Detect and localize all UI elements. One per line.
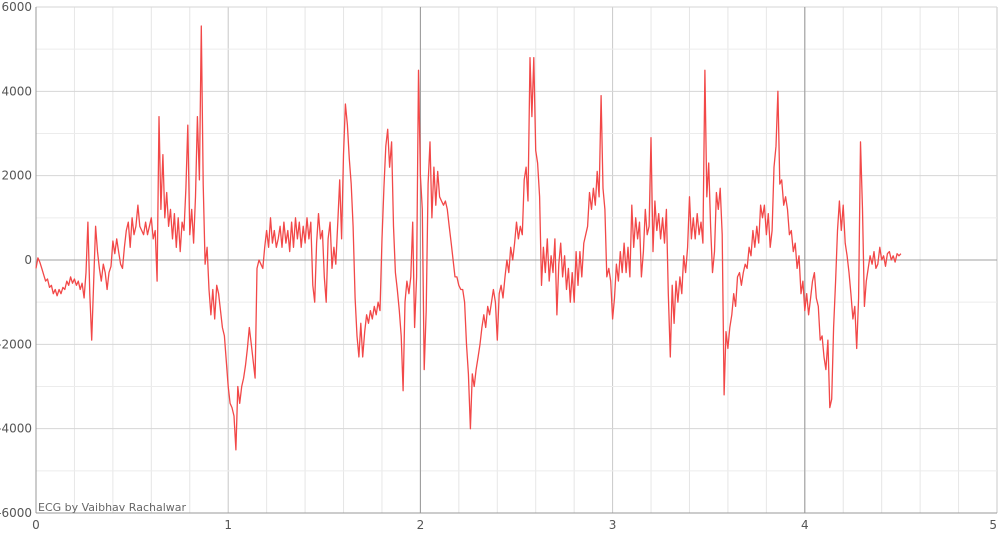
axis-lines	[35, 7, 997, 514]
x-tick-label: 3	[609, 518, 617, 532]
ecg-series-line	[35, 25, 902, 451]
y-tick-label: -6000	[0, 506, 32, 520]
chart-credit-annotation: ECG by Vaibhav Rachalwar	[38, 501, 187, 514]
y-axis-tick-labels: -6000 -4000 -2000 0 2000 4000 6000	[0, 0, 32, 520]
x-tick-label: 0	[32, 518, 40, 532]
x-tick-label: 4	[801, 518, 809, 532]
x-tick-label: 5	[989, 518, 997, 532]
y-tick-label: 6000	[1, 0, 32, 14]
x-tick-label: 1	[224, 518, 232, 532]
y-tick-label: -4000	[0, 422, 32, 436]
ecg-series	[35, 25, 902, 451]
y-tick-label: 4000	[1, 84, 32, 98]
x-axis-tick-labels: 0 1 2 3 4 5	[32, 518, 997, 532]
y-tick-label: -2000	[0, 337, 32, 351]
y-tick-label: 0	[24, 253, 32, 267]
x-tick-label: 2	[417, 518, 425, 532]
y-tick-label: 2000	[1, 169, 32, 183]
